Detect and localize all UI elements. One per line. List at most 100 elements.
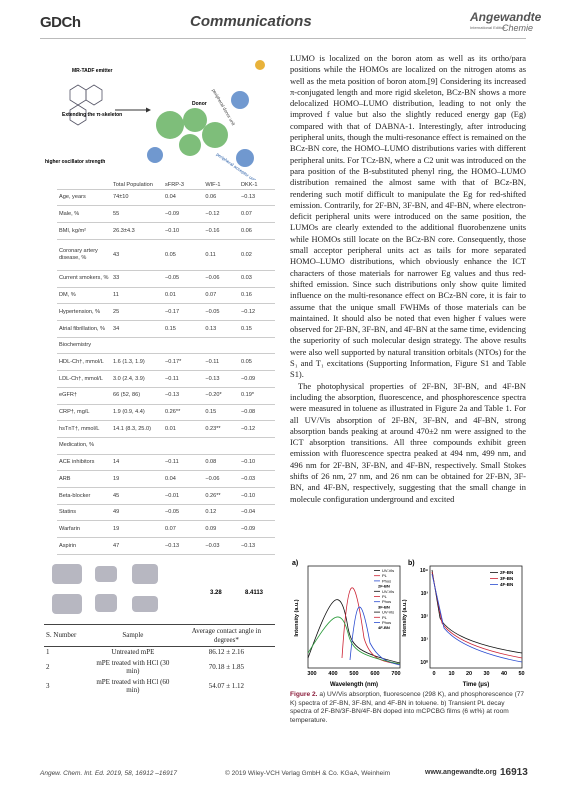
table-cell: 0.19* — [239, 387, 275, 405]
structure-figure: 3.28 8.4113 — [52, 564, 264, 614]
table-cell: 43 — [111, 239, 163, 271]
journal-name: Angewandte — [470, 10, 542, 24]
curve — [307, 616, 401, 665]
table-cell: 3.0 (2.4, 3.9) — [111, 370, 163, 388]
table-cell: ARB — [57, 470, 111, 489]
footer-citation: Angew. Chem. Int. Ed. 2019, 58, 16912 –1… — [40, 770, 177, 777]
table-cell: 70.18 ± 1.85 — [208, 662, 245, 671]
body-text: LUMO is localized on the boron atom as w… — [290, 53, 526, 557]
plot-frame — [307, 565, 401, 669]
header-rule — [40, 38, 526, 39]
table-row: Biochemistry — [57, 337, 275, 355]
table-cell: eGFR† — [57, 387, 111, 405]
table-cell: −0.11 — [163, 370, 204, 388]
table-cell: 14 — [111, 454, 163, 472]
table-cell: 0.15 — [239, 320, 275, 338]
y-tick-label: 10¹ — [421, 637, 429, 643]
table-cell: −0.13 — [163, 387, 204, 405]
table-row: ACE inhibitors 14 −0.11 0.08 −0.10 — [57, 454, 275, 472]
legend-label: 4F-BN — [500, 582, 513, 587]
header-cell: Sample — [88, 624, 178, 647]
x-tick-label: 10 — [448, 671, 454, 677]
table-cell: 0.15 — [203, 404, 240, 422]
table-cell: 33 — [111, 270, 163, 288]
x-tick-label: 500 — [349, 671, 358, 677]
table-cell: −0.12 — [203, 205, 240, 223]
x-tick-label: 0 — [432, 671, 435, 677]
table: S. Number Sample Average contact angle in … — [44, 624, 275, 696]
y-tick-label: 10⁰ — [420, 660, 428, 666]
table-row: 3 mPE treated with HCl (60 min) 54.07 ± 1.… — [44, 677, 275, 696]
table-cell: 0.04 — [163, 189, 204, 207]
table-cell: −0.12 — [239, 303, 275, 322]
table-cell: 34 — [111, 320, 163, 338]
table-cell: 54.07 ± 1.12 — [208, 681, 245, 690]
legend-label: 2F-BN — [378, 584, 390, 589]
header-cell: Average contact angle in degrees* — [177, 624, 275, 647]
table-cell: BMI, kg/m² — [57, 222, 111, 240]
journal-sub: Chemie — [502, 23, 534, 33]
caption-label: Figure 2. — [290, 691, 318, 698]
table-cell: 0.12 — [203, 504, 240, 522]
legend-label: 4F-BN — [378, 625, 390, 630]
table-cell: 47 — [111, 537, 163, 555]
table-cell: DM, % — [57, 287, 111, 305]
axis-label: Intensity (a.u.) — [294, 599, 300, 636]
x-tick-label: 40 — [501, 671, 507, 677]
panel-label: b) — [408, 560, 415, 567]
table-cell: 0.09 — [203, 520, 240, 539]
table-row: Statins 49 −0.05 0.12 −0.04 — [57, 504, 275, 522]
header-cell: WIF-1 — [203, 182, 240, 190]
table-cell: 0.01 — [163, 420, 204, 438]
section-title: Communications — [190, 13, 312, 30]
caption-text: a) UV/Vis absorption, fluorescence (298 … — [290, 691, 525, 724]
table-cell: −0.06 — [203, 270, 240, 288]
table-row: LDL-Ch†, mmol/L 3.0 (2.4, 3.9) −0.11 −0.13−… — [57, 370, 275, 388]
publisher-logo: GDCh — [40, 14, 81, 31]
table-cell: −0.03 — [203, 537, 240, 555]
section-cell: Medication, % — [57, 437, 275, 455]
section-cell: Biochemistry — [57, 337, 275, 355]
journal-edition: International Edition — [470, 25, 506, 30]
table-cell: LDL-Ch†, mmol/L — [57, 370, 111, 388]
icon — [255, 60, 265, 70]
table-row: Coronary artery disease, % 43 0.05 0.11 0.02 — [57, 239, 275, 271]
table-cell: −0.11 — [163, 454, 204, 472]
table-cell: 0.01 — [163, 287, 204, 305]
table-cell: Male, % — [57, 205, 111, 223]
table-header: Total Population sFRP-3 WIF-1 DKK-1 — [57, 182, 275, 190]
molecule-figure: MR-TADF emitter Extending the π-skeleton… — [45, 60, 265, 180]
table-cell: −0.04 — [239, 504, 275, 522]
table-header: S. Number Sample Average contact angle in … — [44, 624, 275, 647]
table-cell: Hypertension, % — [57, 303, 111, 322]
y-tick-label: 10² — [421, 614, 429, 620]
table-row: BMI, kg/m² 26.3±4.3 −0.10 −0.16 0.06 — [57, 222, 275, 240]
y-tick-label: 10³ — [421, 591, 429, 597]
table-row: eGFR† 66 (52, 86) −0.13 −0.20* 0.19* — [57, 387, 275, 405]
page-number: 16913 — [500, 767, 528, 778]
table-cell: Aspirin — [57, 537, 111, 555]
curve — [431, 573, 523, 663]
legend-label: 3F-BN — [378, 604, 390, 609]
table-cell: 0.26** — [163, 404, 204, 422]
table-cell: −0.20* — [203, 387, 240, 405]
table-row: Current smokers, % 33 −0.05 −0.06 0.03 — [57, 270, 275, 288]
table-cell: 0.05 — [239, 353, 275, 372]
table-cell: −0.13 — [203, 370, 240, 388]
table-row: Hypertension, % 25 −0.17 −0.05 −0.12 — [57, 303, 275, 322]
table-cell: 26.3±4.3 — [111, 222, 163, 240]
table-cell: −0.09 — [239, 520, 275, 539]
table-cell: 55 — [111, 205, 163, 223]
table-cell: −0.09 — [163, 205, 204, 223]
table-cell: 0.06 — [239, 222, 275, 240]
figure-caption: Figure 2. a) UV/Vis absorption, fluoresc… — [290, 691, 526, 725]
table-row: 2 mPE treated with HCl (30 min) 70.18 ± 1.… — [44, 658, 275, 677]
legend-label: Phos — [382, 578, 391, 583]
table-cell: 11 — [111, 287, 163, 305]
table-cell: −0.17* — [163, 353, 204, 372]
table-row: Atrial fibrillation, % 34 0.15 0.13 0.15 — [57, 320, 275, 338]
paragraph: The photophysical properties of 2F-BN, 3… — [290, 380, 526, 504]
header-cell: sFRP-3 — [163, 182, 204, 190]
figure-label: 8.4113 — [245, 590, 264, 596]
table-cell: 86.12 ± 2.16 — [208, 648, 245, 656]
